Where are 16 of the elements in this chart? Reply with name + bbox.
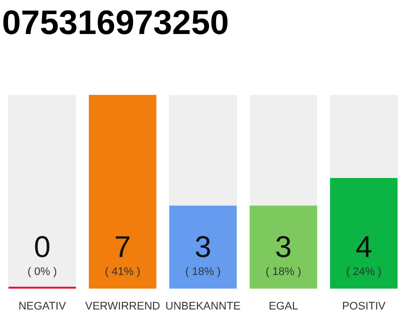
- data-label: 3: [194, 230, 212, 264]
- data-label: 0: [34, 230, 51, 264]
- x-tick-label: NEGATIV: [18, 300, 67, 312]
- x-tick-label: UNBEKANNTE: [165, 300, 241, 312]
- data-label: 7: [114, 230, 131, 264]
- x-tick-label: EGAL: [268, 300, 298, 312]
- annotation: ( 24% ): [346, 266, 382, 278]
- annotation: ( 18% ): [266, 266, 302, 278]
- x-tick-label: POSITIV: [342, 300, 386, 312]
- annotation: ( 0% ): [28, 266, 57, 278]
- chart-title: 075316973250: [2, 4, 229, 42]
- annotation: ( 18% ): [185, 266, 221, 278]
- x-tick-label: VERWIRREND: [85, 300, 160, 312]
- data-label: 4: [355, 230, 372, 264]
- data-label: 3: [275, 230, 292, 264]
- annotation: ( 41% ): [104, 266, 140, 278]
